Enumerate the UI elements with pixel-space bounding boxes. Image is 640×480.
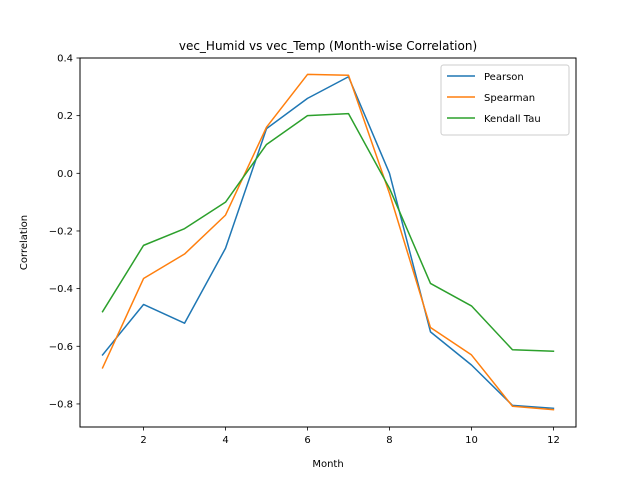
x-tick-label: 12 [547,435,560,446]
x-tick-label: 6 [304,435,310,446]
y-tick-label: 0.4 [57,54,73,65]
x-tick-label: 4 [222,435,228,446]
legend: Pearson Spearman Kendall Tau [440,64,570,136]
y-tick-label: 0.0 [57,169,73,180]
x-tick-label: 2 [140,435,146,446]
legend-label-pearson: Pearson [484,72,524,83]
y-tick-label: −0.2 [49,226,73,237]
x-axis-ticks: 2 4 6 8 10 12 [140,427,560,446]
y-tick-label: −0.6 [49,342,73,353]
y-tick-label: 0.2 [57,111,73,122]
y-axis-label: Correlation [19,215,30,270]
series-layer [101,73,555,411]
x-axis-label: Month [312,459,343,470]
legend-label-kendall-tau: Kendall Tau [484,114,541,125]
legend-label-spearman: Spearman [484,93,535,104]
x-tick-label: 8 [386,435,392,446]
chart-title: vec_Humid vs vec_Temp (Month-wise Correl… [179,39,477,53]
y-tick-label: −0.4 [49,284,73,295]
series-line-kendall-tau [101,112,555,352]
axes-frame [79,57,577,428]
plot-area [79,57,577,428]
x-tick-label: 10 [465,435,478,446]
y-axis-ticks: −0.8 −0.6 −0.4 −0.2 0.0 0.2 0.4 [49,54,80,410]
series-line-pearson [101,75,555,410]
series-line-spearman [101,73,555,411]
y-tick-label: −0.8 [49,399,73,410]
